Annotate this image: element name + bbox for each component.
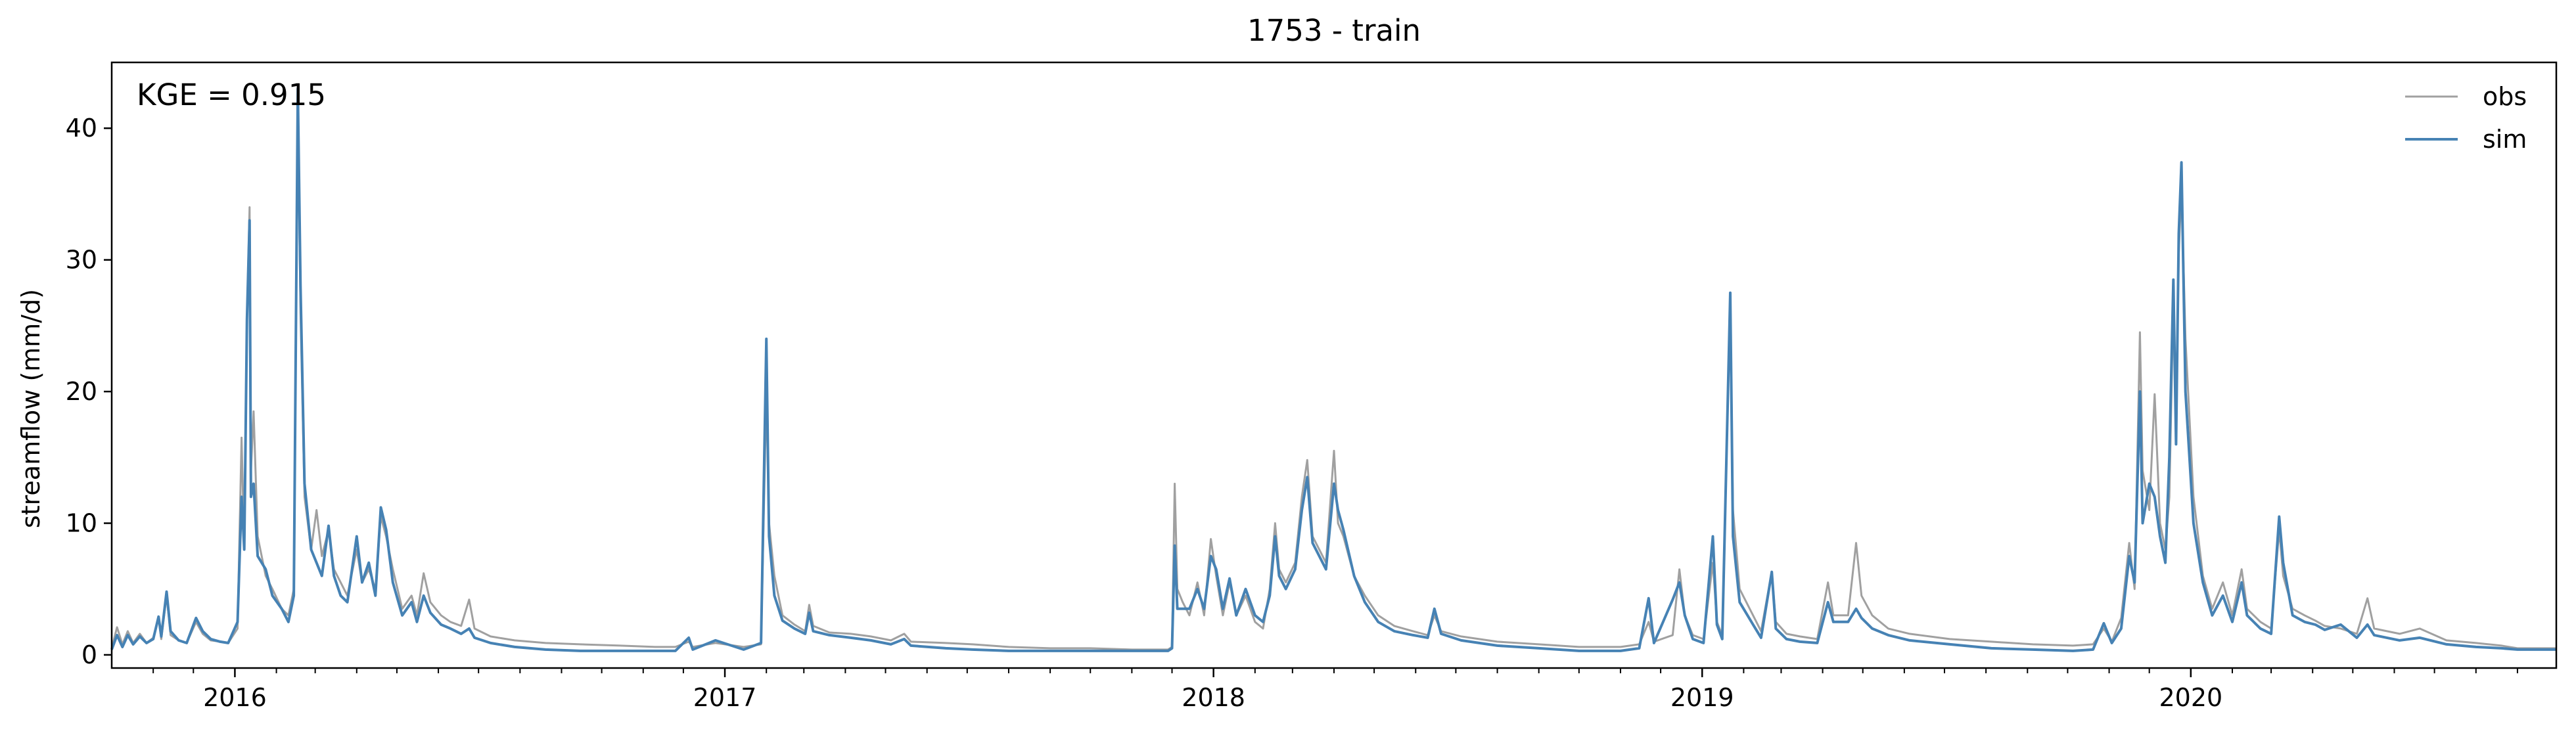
y-tick-label: 10 bbox=[66, 509, 97, 538]
chart-title: 1753 - train bbox=[1247, 13, 1421, 48]
x-tick-label: 2020 bbox=[2159, 683, 2222, 712]
y-tick-label: 30 bbox=[66, 246, 97, 275]
legend-label-sim: sim bbox=[2483, 125, 2527, 154]
y-axis-label: streamflow (mm/d) bbox=[16, 289, 45, 528]
x-tick-label: 2018 bbox=[1182, 683, 1245, 712]
y-tick-label: 40 bbox=[66, 114, 97, 143]
legend-label-obs: obs bbox=[2483, 82, 2527, 111]
x-tick-label: 2019 bbox=[1670, 683, 1734, 712]
y-tick-label: 20 bbox=[66, 377, 97, 406]
kge-annotation: KGE = 0.915 bbox=[137, 78, 326, 112]
x-tick-label: 2017 bbox=[693, 683, 757, 712]
series-line-obs bbox=[110, 100, 2556, 651]
x-tick-label: 2016 bbox=[203, 683, 267, 712]
legend: obs sim bbox=[2405, 82, 2527, 154]
y-tick-label: 0 bbox=[81, 640, 97, 669]
plot-frame bbox=[110, 61, 2558, 669]
plot-area bbox=[110, 87, 2556, 652]
series-line-sim bbox=[110, 87, 2556, 652]
